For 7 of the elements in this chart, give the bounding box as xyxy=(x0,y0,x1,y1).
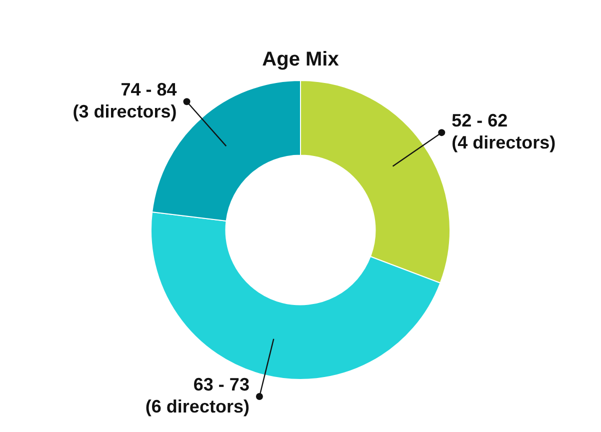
chart-title: Age Mix xyxy=(262,48,339,71)
data-label: (4 directors) xyxy=(452,132,556,153)
data-label: (3 directors) xyxy=(72,102,177,122)
data-label: (6 directors) xyxy=(145,396,250,416)
slice-label: 63 - 73 xyxy=(193,374,250,394)
slice-label: 74 - 84 xyxy=(120,80,177,100)
slice-label: 52 - 62 xyxy=(452,110,508,131)
